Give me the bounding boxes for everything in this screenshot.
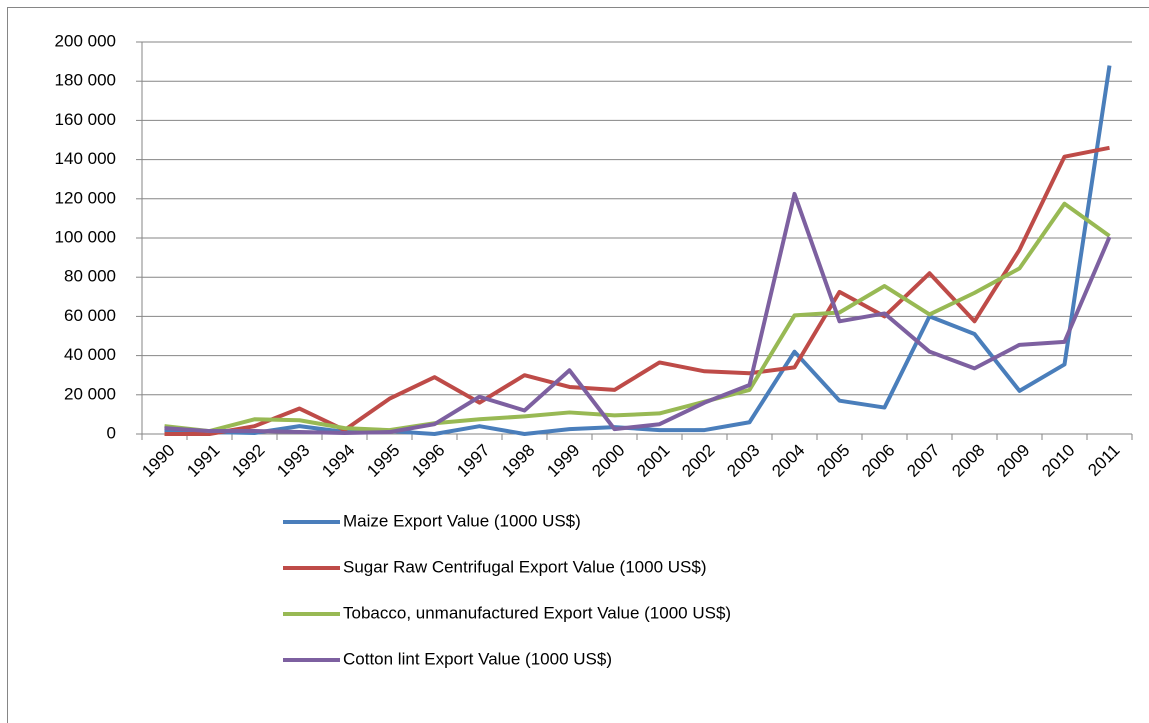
y-tick-label: 0	[107, 423, 116, 442]
series-line	[164, 191, 1112, 436]
series-line	[164, 201, 1111, 434]
y-tick-label: 60 000	[64, 306, 116, 325]
y-tick-label: 40 000	[64, 345, 116, 364]
y-tick-label: 100 000	[55, 227, 116, 246]
y-tick-label: 160 000	[55, 110, 116, 129]
chart-frame	[7, 7, 1149, 723]
y-tick-label: 140 000	[55, 149, 116, 168]
y-tick-label: 200 000	[55, 31, 116, 50]
y-tick-label: 180 000	[55, 71, 116, 90]
legend-label: Sugar Raw Centrifugal Export Value (1000…	[343, 557, 706, 576]
legend-label: Maize Export Value (1000 US$)	[343, 511, 581, 530]
y-tick-label: 120 000	[55, 188, 116, 207]
y-tick-label: 20 000	[64, 384, 116, 403]
series-line	[164, 145, 1110, 436]
legend-label: Tobacco, unmanufactured Export Value (10…	[343, 603, 731, 622]
legend-label: Cotton lint Export Value (1000 US$)	[343, 649, 612, 668]
y-tick-label: 80 000	[64, 267, 116, 286]
